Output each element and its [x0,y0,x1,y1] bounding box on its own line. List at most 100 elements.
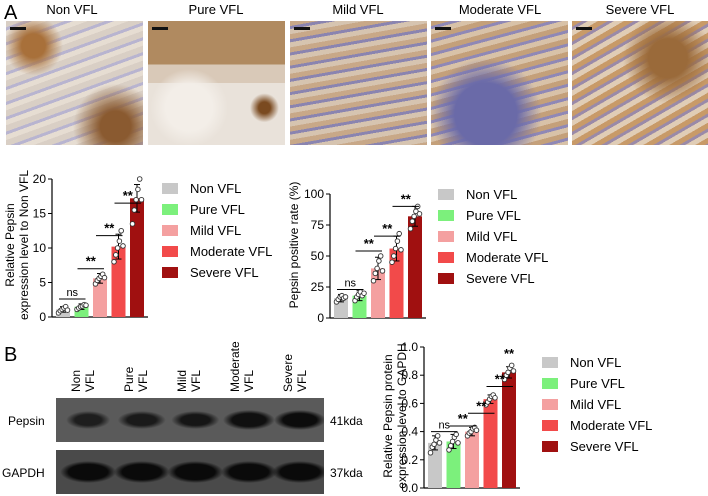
ihc-image-non-vfl [6,21,143,145]
chart-plot-area: 0 5 10 15 20 ns ** ** ** [33,172,148,324]
ihc-title-non-vfl: Non VFL [46,2,98,17]
legend-swatch [542,420,558,431]
data-point [508,362,515,369]
legend-item: Moderate VFL [542,415,652,436]
significance-label: ns [66,287,78,299]
legend-swatch [542,399,558,410]
legend-swatch [438,231,454,242]
y-tick-label: 0.6 [401,396,418,410]
western-blot-pepsin [56,398,324,442]
data-point [436,440,443,446]
y-tick-label: 20 [33,172,47,186]
y-tick-label: 0.2 [401,453,418,467]
bar [93,278,107,317]
y-axis-label-line1: Relative Pepsin [3,203,17,286]
legend-swatch [162,183,178,194]
legend-label: Pure VFL [190,202,245,217]
legend-swatch [542,378,558,389]
bar [56,309,70,317]
lane-label: VFL [83,370,97,392]
y-tick-label: 10 [33,241,47,255]
y-tick-label: 25 [311,280,325,294]
data-point [118,227,124,234]
legend-item: Mild VFL [162,220,272,241]
significance-label: ** [382,221,393,236]
lane-label: VFL [295,370,309,392]
data-point [370,278,377,284]
data-point [398,247,404,253]
legend-swatch [542,441,558,452]
band-label-gapdh: GAPDH [2,466,45,480]
western-blot-gapdh [56,450,324,494]
panel-label-a: A [4,2,18,24]
legend-item: Mild VFL [542,394,652,415]
data-point [136,176,143,182]
data-point [64,307,71,313]
lane-label: Pure [122,366,136,392]
y-tick-label: 0 [39,310,46,324]
lane-label: Severe [281,354,295,392]
ihc-image-pure-vfl [148,21,285,145]
data-point [374,265,380,272]
legend-label: Moderate VFL [466,250,549,265]
data-point [492,395,498,401]
scale-bar [435,27,451,30]
data-point [342,294,349,300]
data-point [111,259,117,265]
bar [408,216,422,318]
bar [446,441,461,488]
legend-label: Non VFL [466,187,518,202]
chart-positive-rate: Pepsin positive rate (%) 0 25 50 75 100 ns ** *… [287,182,426,325]
legend-item: Moderate VFL [438,247,548,268]
data-point [83,302,89,309]
data-point [133,196,139,203]
y-tick-label: 0.8 [401,368,418,382]
legend-item: Moderate VFL [162,241,272,262]
legend-swatch [438,252,454,263]
data-point [394,238,401,244]
legend-label: Pure VFL [466,208,521,223]
data-point [473,427,480,433]
data-point [379,268,386,274]
significance-label: ns [438,420,450,432]
data-point [120,243,126,249]
y-tick-label: 75 [311,218,325,232]
bar [502,372,516,488]
legend-label: Severe VFL [190,265,259,280]
y-axis-label: Relative Pepsin expression level to Non … [3,170,31,320]
bar [389,248,404,318]
ihc-image-moderate-vfl [431,21,568,145]
y-axis-label-line1: Relative Pepsin protein [381,354,395,477]
legend-item: Non VFL [162,178,272,199]
legend-label: Mild VFL [466,229,518,244]
y-tick-label: 50 [311,249,325,263]
legend-chart-3: Non VFL Pure VFL Mild VFL Moderate VFL S… [542,352,652,457]
legend-label: Mild VFL [570,397,622,412]
significance-label: ** [401,191,412,206]
legend-chart-1: Non VFL Pure VFL Mild VFL Moderate VFL S… [162,178,272,283]
bar [465,431,479,488]
band-label-pepsin: Pepsin [8,414,45,428]
scale-bar [10,27,26,30]
significance-label: ** [86,254,97,269]
legend-item: Severe VFL [162,262,272,283]
ihc-image-severe-vfl [572,21,708,145]
data-point [396,230,402,237]
data-point [377,253,384,259]
data-point [389,259,395,265]
ihc-title-pure-vfl: Pure VFL [188,2,244,17]
legend-swatch [438,189,454,200]
data-point [135,186,141,193]
data-point [427,449,434,456]
y-tick-label: 5 [39,276,46,290]
legend-item: Pure VFL [542,373,652,394]
lane-label: VFL [136,370,150,392]
legend-swatch [162,246,178,257]
legend-label: Non VFL [190,181,242,196]
significance-label: ns [344,277,356,289]
legend-label: Severe VFL [466,271,535,286]
legend-swatch [162,204,178,215]
y-tick-label: 0 [317,311,324,325]
lane-label: VFL [189,370,203,392]
significance-label: ** [104,221,115,236]
